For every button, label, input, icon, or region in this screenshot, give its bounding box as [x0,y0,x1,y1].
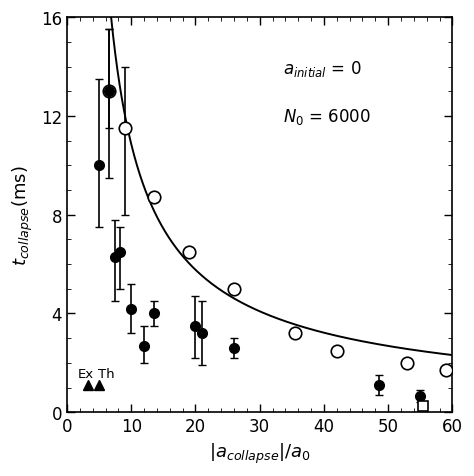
Y-axis label: $t_{collapse}$(ms): $t_{collapse}$(ms) [11,165,35,266]
Text: $N_0$ = 6000: $N_0$ = 6000 [283,107,371,127]
Text: Ex: Ex [78,368,94,381]
Text: $a_{initial}$ = 0: $a_{initial}$ = 0 [283,60,362,79]
Text: Th: Th [98,368,114,381]
X-axis label: $|a_{collapse}|/a_0$: $|a_{collapse}|/a_0$ [209,441,310,465]
